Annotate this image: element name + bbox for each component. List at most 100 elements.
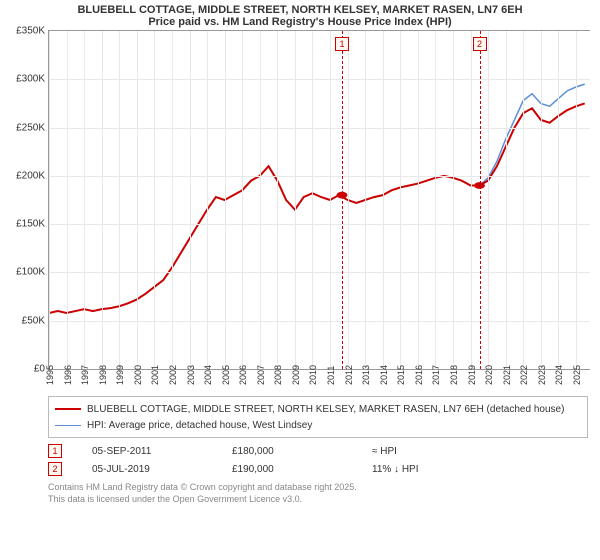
event-change: ≈ HPI	[372, 446, 482, 457]
legend: BLUEBELL COTTAGE, MIDDLE STREET, NORTH K…	[48, 396, 588, 438]
gridline-v	[119, 31, 120, 369]
x-axis-label: 2019	[467, 365, 477, 385]
x-axis-label: 2015	[396, 365, 406, 385]
legend-label-property: BLUEBELL COTTAGE, MIDDLE STREET, NORTH K…	[87, 404, 564, 415]
y-axis-label: £300K	[16, 74, 45, 85]
x-axis-label: 2021	[502, 365, 512, 385]
gridline-v	[488, 31, 489, 369]
y-axis-label: £250K	[16, 122, 45, 133]
event-badge: 2	[48, 462, 62, 476]
gridline-v	[260, 31, 261, 369]
series-line	[49, 103, 585, 313]
y-axis-label: £200K	[16, 170, 45, 181]
gridline-v	[84, 31, 85, 369]
x-axis-label: 2010	[308, 365, 318, 385]
event-date: 05-SEP-2011	[92, 446, 202, 457]
event-marker-line	[342, 31, 343, 369]
x-axis-label: 2007	[256, 365, 266, 385]
gridline-v	[453, 31, 454, 369]
gridline-h	[49, 321, 590, 322]
gridline-v	[330, 31, 331, 369]
x-axis-label: 1997	[80, 365, 90, 385]
x-axis-label: 1996	[63, 365, 73, 385]
x-axis-label: 2022	[519, 365, 529, 385]
event-marker-line	[480, 31, 481, 369]
gridline-v	[242, 31, 243, 369]
x-axis-label: 1995	[45, 365, 55, 385]
gridline-v	[506, 31, 507, 369]
chart-svg	[49, 31, 590, 369]
attribution-line1: Contains HM Land Registry data © Crown c…	[48, 482, 588, 494]
attribution: Contains HM Land Registry data © Crown c…	[48, 482, 588, 505]
x-axis-label: 2008	[273, 365, 283, 385]
title-line1: BLUEBELL COTTAGE, MIDDLE STREET, NORTH K…	[8, 4, 592, 16]
gridline-v	[471, 31, 472, 369]
gridline-h	[49, 128, 590, 129]
x-axis-label: 2012	[344, 365, 354, 385]
attribution-line2: This data is licensed under the Open Gov…	[48, 494, 588, 506]
gridline-v	[137, 31, 138, 369]
x-axis-label: 2017	[431, 365, 441, 385]
x-axis-label: 2020	[484, 365, 494, 385]
legend-item-hpi: HPI: Average price, detached house, West…	[55, 417, 581, 433]
gridline-v	[558, 31, 559, 369]
x-axis-label: 2000	[133, 365, 143, 385]
y-axis-label: £100K	[16, 267, 45, 278]
y-axis-label: £50K	[22, 315, 45, 326]
event-badge: 1	[48, 444, 62, 458]
event-change: 11% ↓ HPI	[372, 464, 482, 475]
gridline-v	[102, 31, 103, 369]
gridline-v	[418, 31, 419, 369]
gridline-h	[49, 272, 590, 273]
gridline-v	[154, 31, 155, 369]
gridline-v	[207, 31, 208, 369]
gridline-v	[225, 31, 226, 369]
x-axis-label: 2024	[554, 365, 564, 385]
x-axis-label: 2016	[414, 365, 424, 385]
gridline-v	[49, 31, 50, 369]
x-axis-label: 1998	[98, 365, 108, 385]
events-table: 1 05-SEP-2011 £180,000 ≈ HPI 205-JUL-2019£19…	[48, 442, 588, 478]
gridline-v	[383, 31, 384, 369]
x-axis-label: 2013	[361, 365, 371, 385]
chart-title: BLUEBELL COTTAGE, MIDDLE STREET, NORTH K…	[0, 0, 600, 30]
gridline-v	[190, 31, 191, 369]
y-axis-label: £0	[34, 364, 45, 375]
chart-area: £0£50K£100K£150K£200K£250K£300K£350K1995…	[48, 30, 590, 390]
legend-label-hpi: HPI: Average price, detached house, West…	[87, 420, 312, 431]
x-axis-label: 2006	[238, 365, 248, 385]
gridline-v	[365, 31, 366, 369]
event-marker-badge: 1	[335, 37, 349, 51]
gridline-v	[435, 31, 436, 369]
x-axis-label: 2009	[291, 365, 301, 385]
event-row: 205-JUL-2019£190,00011% ↓ HPI	[48, 460, 588, 478]
title-line2: Price paid vs. HM Land Registry's House …	[8, 16, 592, 28]
gridline-v	[576, 31, 577, 369]
gridline-v	[400, 31, 401, 369]
x-axis-label: 2018	[449, 365, 459, 385]
gridline-v	[523, 31, 524, 369]
gridline-v	[172, 31, 173, 369]
x-axis-label: 2005	[221, 365, 231, 385]
x-axis-label: 2025	[572, 365, 582, 385]
x-axis-label: 2023	[537, 365, 547, 385]
gridline-h	[49, 79, 590, 80]
x-axis-label: 2014	[379, 365, 389, 385]
x-axis-label: 2011	[326, 366, 336, 385]
x-axis-label: 1999	[115, 365, 125, 385]
legend-item-property: BLUEBELL COTTAGE, MIDDLE STREET, NORTH K…	[55, 401, 581, 417]
x-axis-label: 2001	[150, 365, 160, 385]
event-row: 1 05-SEP-2011 £180,000 ≈ HPI	[48, 442, 588, 460]
event-price: £180,000	[232, 446, 342, 457]
legend-swatch-property	[55, 408, 81, 410]
gridline-v	[67, 31, 68, 369]
x-axis-label: 2003	[186, 365, 196, 385]
gridline-v	[277, 31, 278, 369]
gridline-h	[49, 224, 590, 225]
event-marker-badge: 2	[473, 37, 487, 51]
x-axis-label: 2002	[168, 365, 178, 385]
y-axis-label: £350K	[16, 26, 45, 37]
x-axis-label: 2004	[203, 365, 213, 385]
gridline-v	[348, 31, 349, 369]
gridline-v	[541, 31, 542, 369]
